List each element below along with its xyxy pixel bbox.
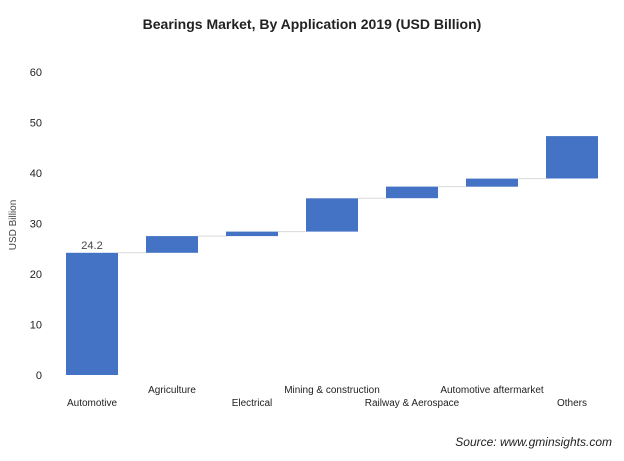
- category-label: Automotive aftermarket: [440, 385, 544, 396]
- bar-others: [546, 136, 598, 179]
- category-label: Mining & construction: [284, 385, 380, 396]
- y-tick-label: 10: [30, 320, 42, 332]
- category-label: Agriculture: [148, 385, 196, 396]
- source-note: Source: www.gminsights.com: [455, 435, 612, 449]
- bar-mining-construction: [306, 198, 358, 232]
- y-tick-label: 50: [30, 118, 42, 130]
- category-label: Railway & Aerospace: [365, 398, 460, 409]
- y-axis-label: USD Billion: [8, 200, 19, 251]
- bar-electrical: [226, 231, 278, 237]
- bar-automotive-aftermarket: [466, 178, 518, 187]
- bar-railway-aerospace: [386, 186, 438, 199]
- y-tick-label: 30: [30, 219, 42, 231]
- bar-agriculture: [146, 236, 198, 253]
- data-label: 24.2: [81, 240, 102, 252]
- category-label: Electrical: [232, 398, 273, 409]
- category-labels: Automotive Agriculture Electrical Mining & …: [67, 385, 587, 409]
- chart-title: Bearings Market, By Application 2019 (US…: [143, 16, 482, 32]
- connector-lines: [118, 178, 546, 254]
- y-tick-label: 0: [36, 370, 42, 382]
- y-tick-label: 40: [30, 168, 42, 180]
- bar-automotive: [66, 252, 118, 375]
- bars: [66, 136, 598, 375]
- category-label: Automotive: [67, 398, 117, 409]
- y-tick-label: 20: [30, 269, 42, 281]
- category-label: Others: [557, 398, 587, 409]
- y-tick-label: 60: [30, 67, 42, 79]
- data-labels: 24.2: [81, 240, 102, 252]
- y-axis-ticks: 0 10 20 30 40 50 60: [30, 67, 42, 382]
